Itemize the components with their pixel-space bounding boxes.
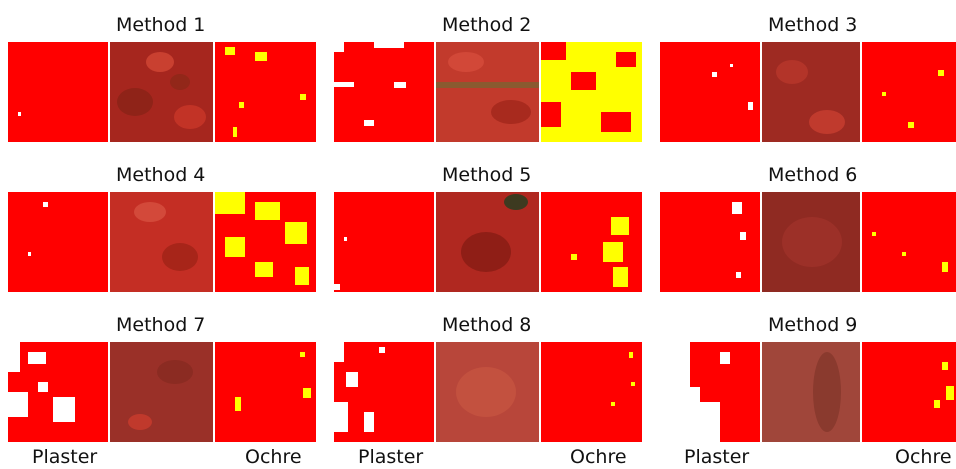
photo-image: [110, 192, 213, 292]
panel-title: Method 4: [116, 164, 206, 186]
plaster-label: Plaster: [684, 446, 750, 468]
photo-image: [436, 42, 539, 142]
ochre-mask-image: [541, 342, 642, 442]
method-panel-2: Method 2: [334, 14, 644, 144]
plaster-mask-image: [8, 342, 108, 442]
photo-image: [762, 342, 860, 442]
ochre-mask-image: [541, 42, 642, 142]
photo-image: [110, 42, 213, 142]
ochre-mask-image: [862, 342, 956, 442]
plaster-mask-image: [660, 192, 760, 292]
method-panel-3: Method 3: [660, 14, 956, 144]
ochre-mask-image: [215, 192, 316, 292]
ochre-mask-image: [215, 342, 316, 442]
plaster-label: Plaster: [32, 446, 98, 468]
plaster-mask-image: [334, 42, 434, 142]
ochre-mask-image: [862, 42, 956, 142]
plaster-mask-image: [334, 342, 434, 442]
panel-title: Method 5: [442, 164, 532, 186]
panel-title: Method 1: [116, 14, 206, 36]
panel-title: Method 8: [442, 314, 532, 336]
photo-image: [436, 192, 539, 292]
ochre-mask-image: [862, 192, 956, 292]
panel-title: Method 7: [116, 314, 206, 336]
method-panel-5: Method 5: [334, 164, 644, 294]
plaster-label: Plaster: [358, 446, 424, 468]
plaster-mask-image: [8, 192, 108, 292]
method-panel-4: Method 4: [8, 164, 318, 294]
photo-image: [436, 342, 539, 442]
panel-title: Method 3: [768, 14, 858, 36]
plaster-mask-image: [334, 192, 434, 292]
ochre-label: Ochre: [245, 446, 302, 468]
photo-image: [762, 192, 860, 292]
plaster-mask-image: [660, 42, 760, 142]
method-panel-7: Method 7: [8, 314, 318, 444]
ochre-label: Ochre: [895, 446, 952, 468]
ochre-label: Ochre: [570, 446, 627, 468]
ochre-mask-image: [541, 192, 642, 292]
photo-image: [762, 42, 860, 142]
plaster-mask-image: [660, 342, 760, 442]
panel-title: Method 6: [768, 164, 858, 186]
method-panel-6: Method 6: [660, 164, 956, 294]
panel-title: Method 9: [768, 314, 858, 336]
plaster-mask-image: [8, 42, 108, 142]
panel-title: Method 2: [442, 14, 532, 36]
method-panel-1: Method 1: [8, 14, 318, 144]
ochre-mask-image: [215, 42, 316, 142]
method-panel-8: Method 8: [334, 314, 644, 444]
photo-image: [110, 342, 213, 442]
method-panel-9: Method 9: [660, 314, 956, 444]
